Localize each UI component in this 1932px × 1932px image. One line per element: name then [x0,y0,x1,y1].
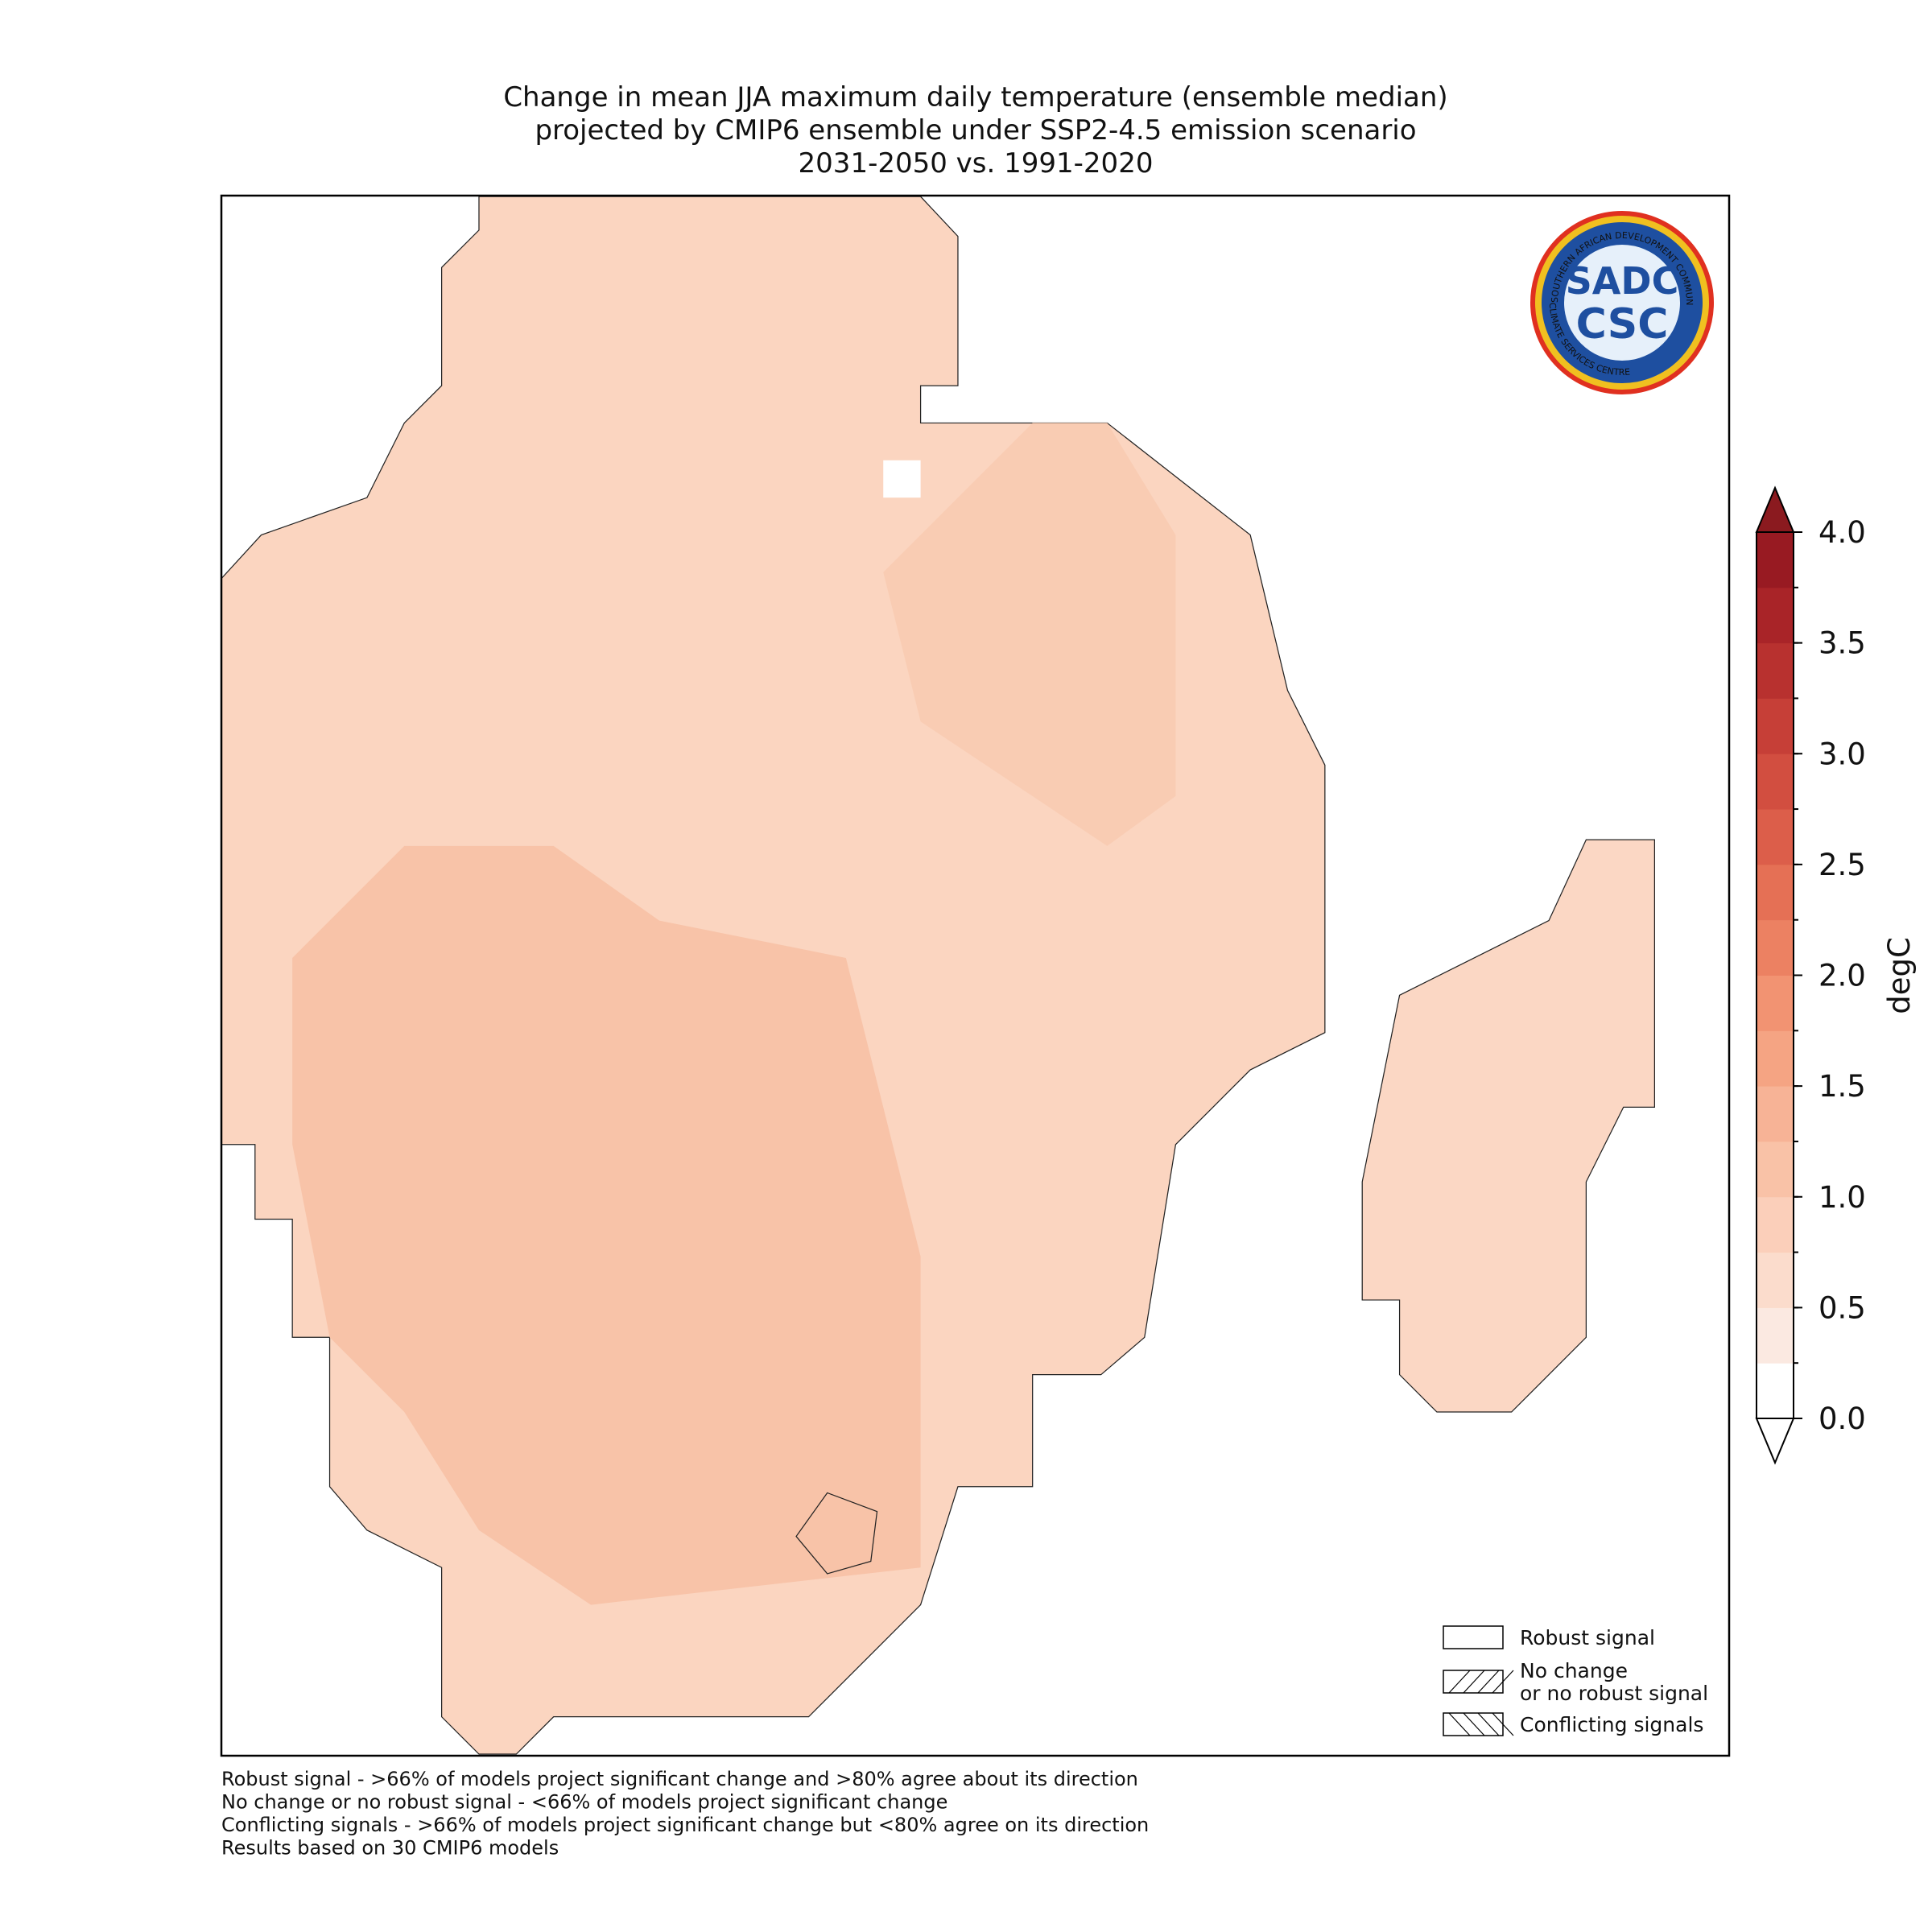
legend-label: Conflicting signals [1520,1713,1703,1736]
warmer-region [292,845,921,1605]
colorbar-tick-label: 3.5 [1818,626,1866,661]
title-line: projected by CMIP6 ensemble under SSP2-4… [535,114,1416,147]
colorbar-bin [1757,587,1794,644]
title-line: 2031-2050 vs. 1991-2020 [799,147,1154,180]
colorbar-bin [1757,919,1794,976]
colorbar-bin [1757,698,1794,754]
colorbar-bin [1757,975,1794,1031]
lesotho [795,1492,878,1575]
footnotes: Robust signal - >66% of models project s… [221,1768,1149,1860]
logo-center [1564,245,1680,361]
colorbar-bin [1757,1252,1794,1308]
title-line: Change in mean JJA maximum daily tempera… [503,81,1447,114]
map-frame [220,194,1731,1757]
colorbar-under [1755,1418,1795,1465]
colorbar-tick-label: 4.0 [1818,515,1866,550]
colorbar-tick-label: 1.5 [1818,1069,1866,1104]
colorbar-bin [1757,864,1794,921]
footnote: No change or no robust signal - <66% of … [221,1791,947,1814]
colorbar: 0.0 0.5 1.0 1.5 2.0 2.5 3.0 3.5 4.0 degC [1755,485,1917,1465]
hatch [1492,1670,1514,1694]
hatch [1448,1712,1471,1736]
hatch [1477,1712,1500,1736]
colorbar-tick-label: 1.0 [1818,1180,1866,1215]
hatch [1477,1670,1500,1694]
logo-short: CSC [1576,300,1669,349]
legend: Robust signal No change or no robust signa… [1443,1625,1708,1736]
colorbar-bin [1757,1030,1794,1087]
missing-cell [883,460,921,498]
colorbar-bin [1757,1141,1794,1198]
legend-swatch [1443,1625,1504,1649]
colorbar-bin [1757,809,1794,865]
footnote: Results based on 30 CMIP6 models [221,1837,559,1860]
colorbar-tick-label: 0.0 [1818,1402,1866,1436]
hatch [1448,1670,1471,1694]
footnote: Conflicting signals - >66% of models pro… [221,1814,1149,1836]
legend-label: Robust signal [1520,1626,1655,1649]
map [221,196,1656,1755]
hatch [1492,1712,1514,1736]
colorbar-over [1755,485,1795,533]
colorbar-bin [1757,1307,1794,1364]
colorbar-bin [1757,1363,1794,1419]
hatch [1463,1712,1485,1736]
madagascar [1361,839,1656,1413]
colorbar-tick-label: 2.5 [1818,848,1866,882]
colorbar-bin [1757,642,1794,699]
colorbar-bin [1757,753,1794,810]
colorbar-label: degC [1882,937,1917,1014]
colorbar-bin [1757,1196,1794,1253]
legend-label: No change or no robust signal [1520,1659,1708,1705]
footnote: Robust signal - >66% of models project s… [221,1768,1138,1790]
logo-name: SADC [1566,259,1679,303]
title: Change in mean JJA maximum daily tempera… [503,81,1447,180]
colorbar-tick-label: 0.5 [1818,1290,1866,1325]
east-region [883,423,1176,846]
colorbar-bin [1757,1086,1794,1142]
hatch [1463,1670,1485,1694]
legend-swatch [1443,1670,1504,1694]
colorbar-tick-label: 2.0 [1818,959,1866,993]
colorbar-bin [1757,532,1794,588]
colorbar-tick-label: 3.0 [1818,737,1866,771]
